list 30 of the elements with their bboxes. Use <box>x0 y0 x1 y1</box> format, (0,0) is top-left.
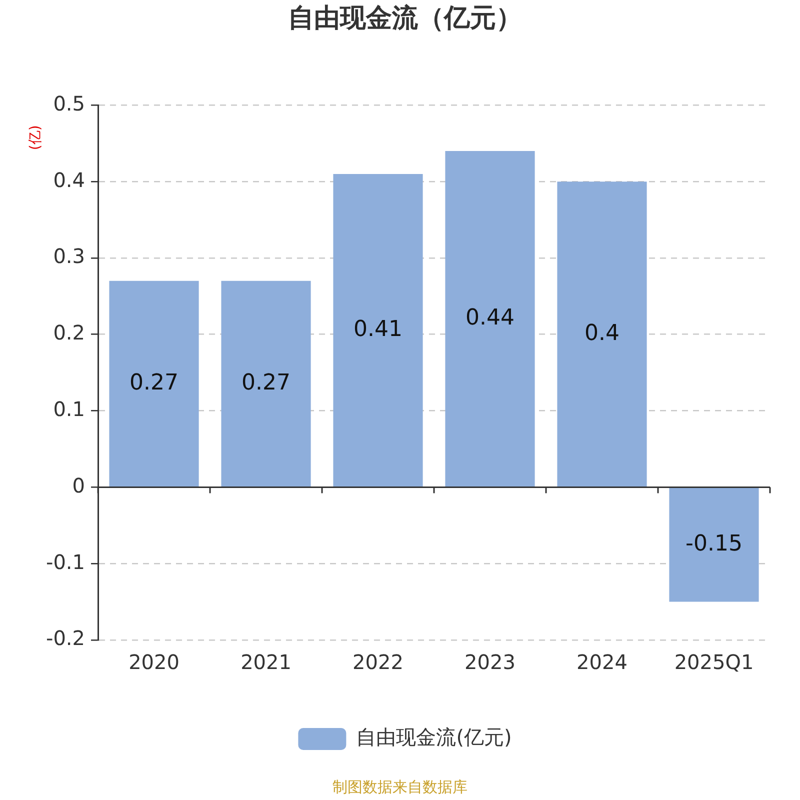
x-tick-label: 2020 <box>128 650 180 674</box>
y-tick-label: -0.2 <box>46 626 86 650</box>
x-tick-label: 2021 <box>240 650 292 674</box>
text: 制图数据来自数据库 <box>332 778 468 797</box>
bar <box>445 151 535 487</box>
x-tick-label: 2022 <box>352 650 404 674</box>
y-tick-label: 0.4 <box>53 168 86 192</box>
y-tick-label: -0.1 <box>46 550 86 574</box>
chart-title: 自由现金流（亿元） <box>288 3 522 34</box>
y-tick-label: 0.3 <box>53 244 86 268</box>
data-label: 0.44 <box>466 306 514 331</box>
data-label: 0.27 <box>242 370 291 396</box>
y-tick-label: 0.5 <box>53 91 86 116</box>
data-label: 0.27 <box>130 370 179 396</box>
bar <box>669 488 759 602</box>
legend-label: 自由现金流(亿元) <box>356 725 512 750</box>
bar <box>221 280 311 487</box>
x-tick-label: 2023 <box>464 650 516 674</box>
y-tick-label: 0.2 <box>53 320 86 345</box>
bar <box>109 280 199 487</box>
data-label: -0.15 <box>686 532 742 557</box>
bar <box>333 174 423 487</box>
x-tick-label: 2025Q1 <box>674 650 754 674</box>
y-axis-title: (亿) <box>28 125 44 150</box>
y-tick-label: 0.1 <box>53 397 86 422</box>
bar <box>557 182 647 487</box>
data-label: 0.41 <box>354 316 403 342</box>
y-tick-label: 0 <box>72 473 86 498</box>
data-label: 0.4 <box>584 320 620 346</box>
x-tick-label: 2024 <box>576 650 628 674</box>
